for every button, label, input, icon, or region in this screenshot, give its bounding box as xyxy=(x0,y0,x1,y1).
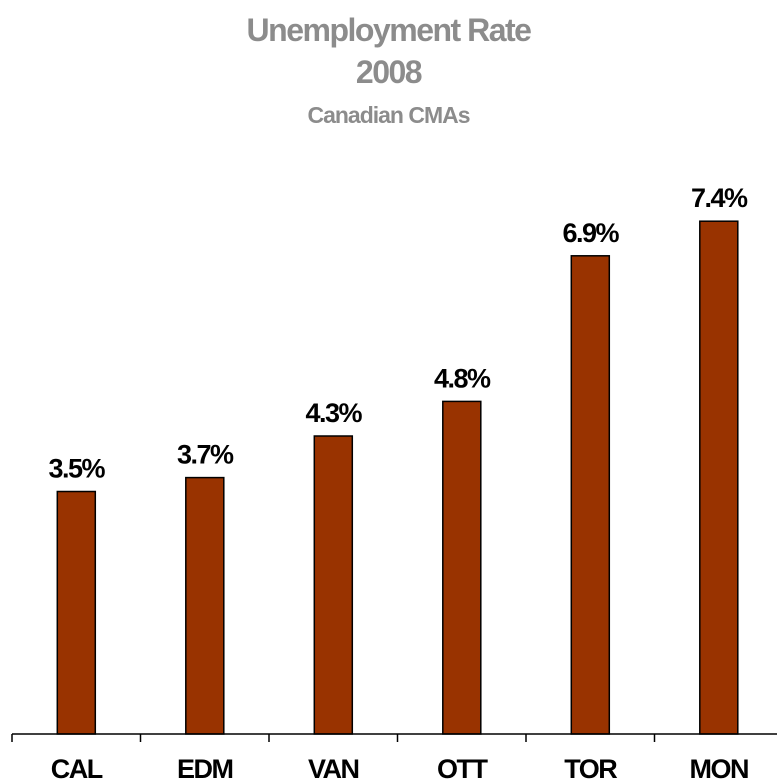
data-label-cal: 3.5% xyxy=(49,454,106,484)
data-label-ott: 4.8% xyxy=(434,363,491,393)
x-axis xyxy=(11,733,777,742)
x-tick-label-ott: OTT xyxy=(437,754,488,783)
data-label-van: 4.3% xyxy=(306,398,363,428)
data-label-mon: 7.4% xyxy=(691,183,748,213)
data-label-tor: 6.9% xyxy=(563,218,620,248)
x-tick-label-mon: MON xyxy=(690,754,749,783)
x-tick-labels-group: CAL EDM VAN OTT TOR MON xyxy=(51,754,750,783)
bar-cal xyxy=(56,490,97,735)
bar-mon xyxy=(699,220,739,735)
chart-year: 2008 xyxy=(355,54,423,90)
x-tick-label-tor: TOR xyxy=(564,754,617,783)
bar-tor xyxy=(570,255,611,735)
data-label-edm: 3.7% xyxy=(177,440,234,470)
bar-ott xyxy=(442,400,482,735)
bars-group xyxy=(56,220,739,735)
x-tick-label-edm: EDM xyxy=(177,754,233,783)
chart-subtitle: Canadian CMAs xyxy=(307,102,470,128)
bar-van xyxy=(313,435,354,735)
x-tick-label-van: VAN xyxy=(308,754,359,783)
bar-edm xyxy=(185,476,225,735)
value-labels-group: 3.5% 3.7% 4.3% 4.8% 6.9% 7.4% xyxy=(49,183,750,484)
x-tick-label-cal: CAL xyxy=(51,754,103,783)
chart-title: Unemployment Rate xyxy=(246,12,532,48)
